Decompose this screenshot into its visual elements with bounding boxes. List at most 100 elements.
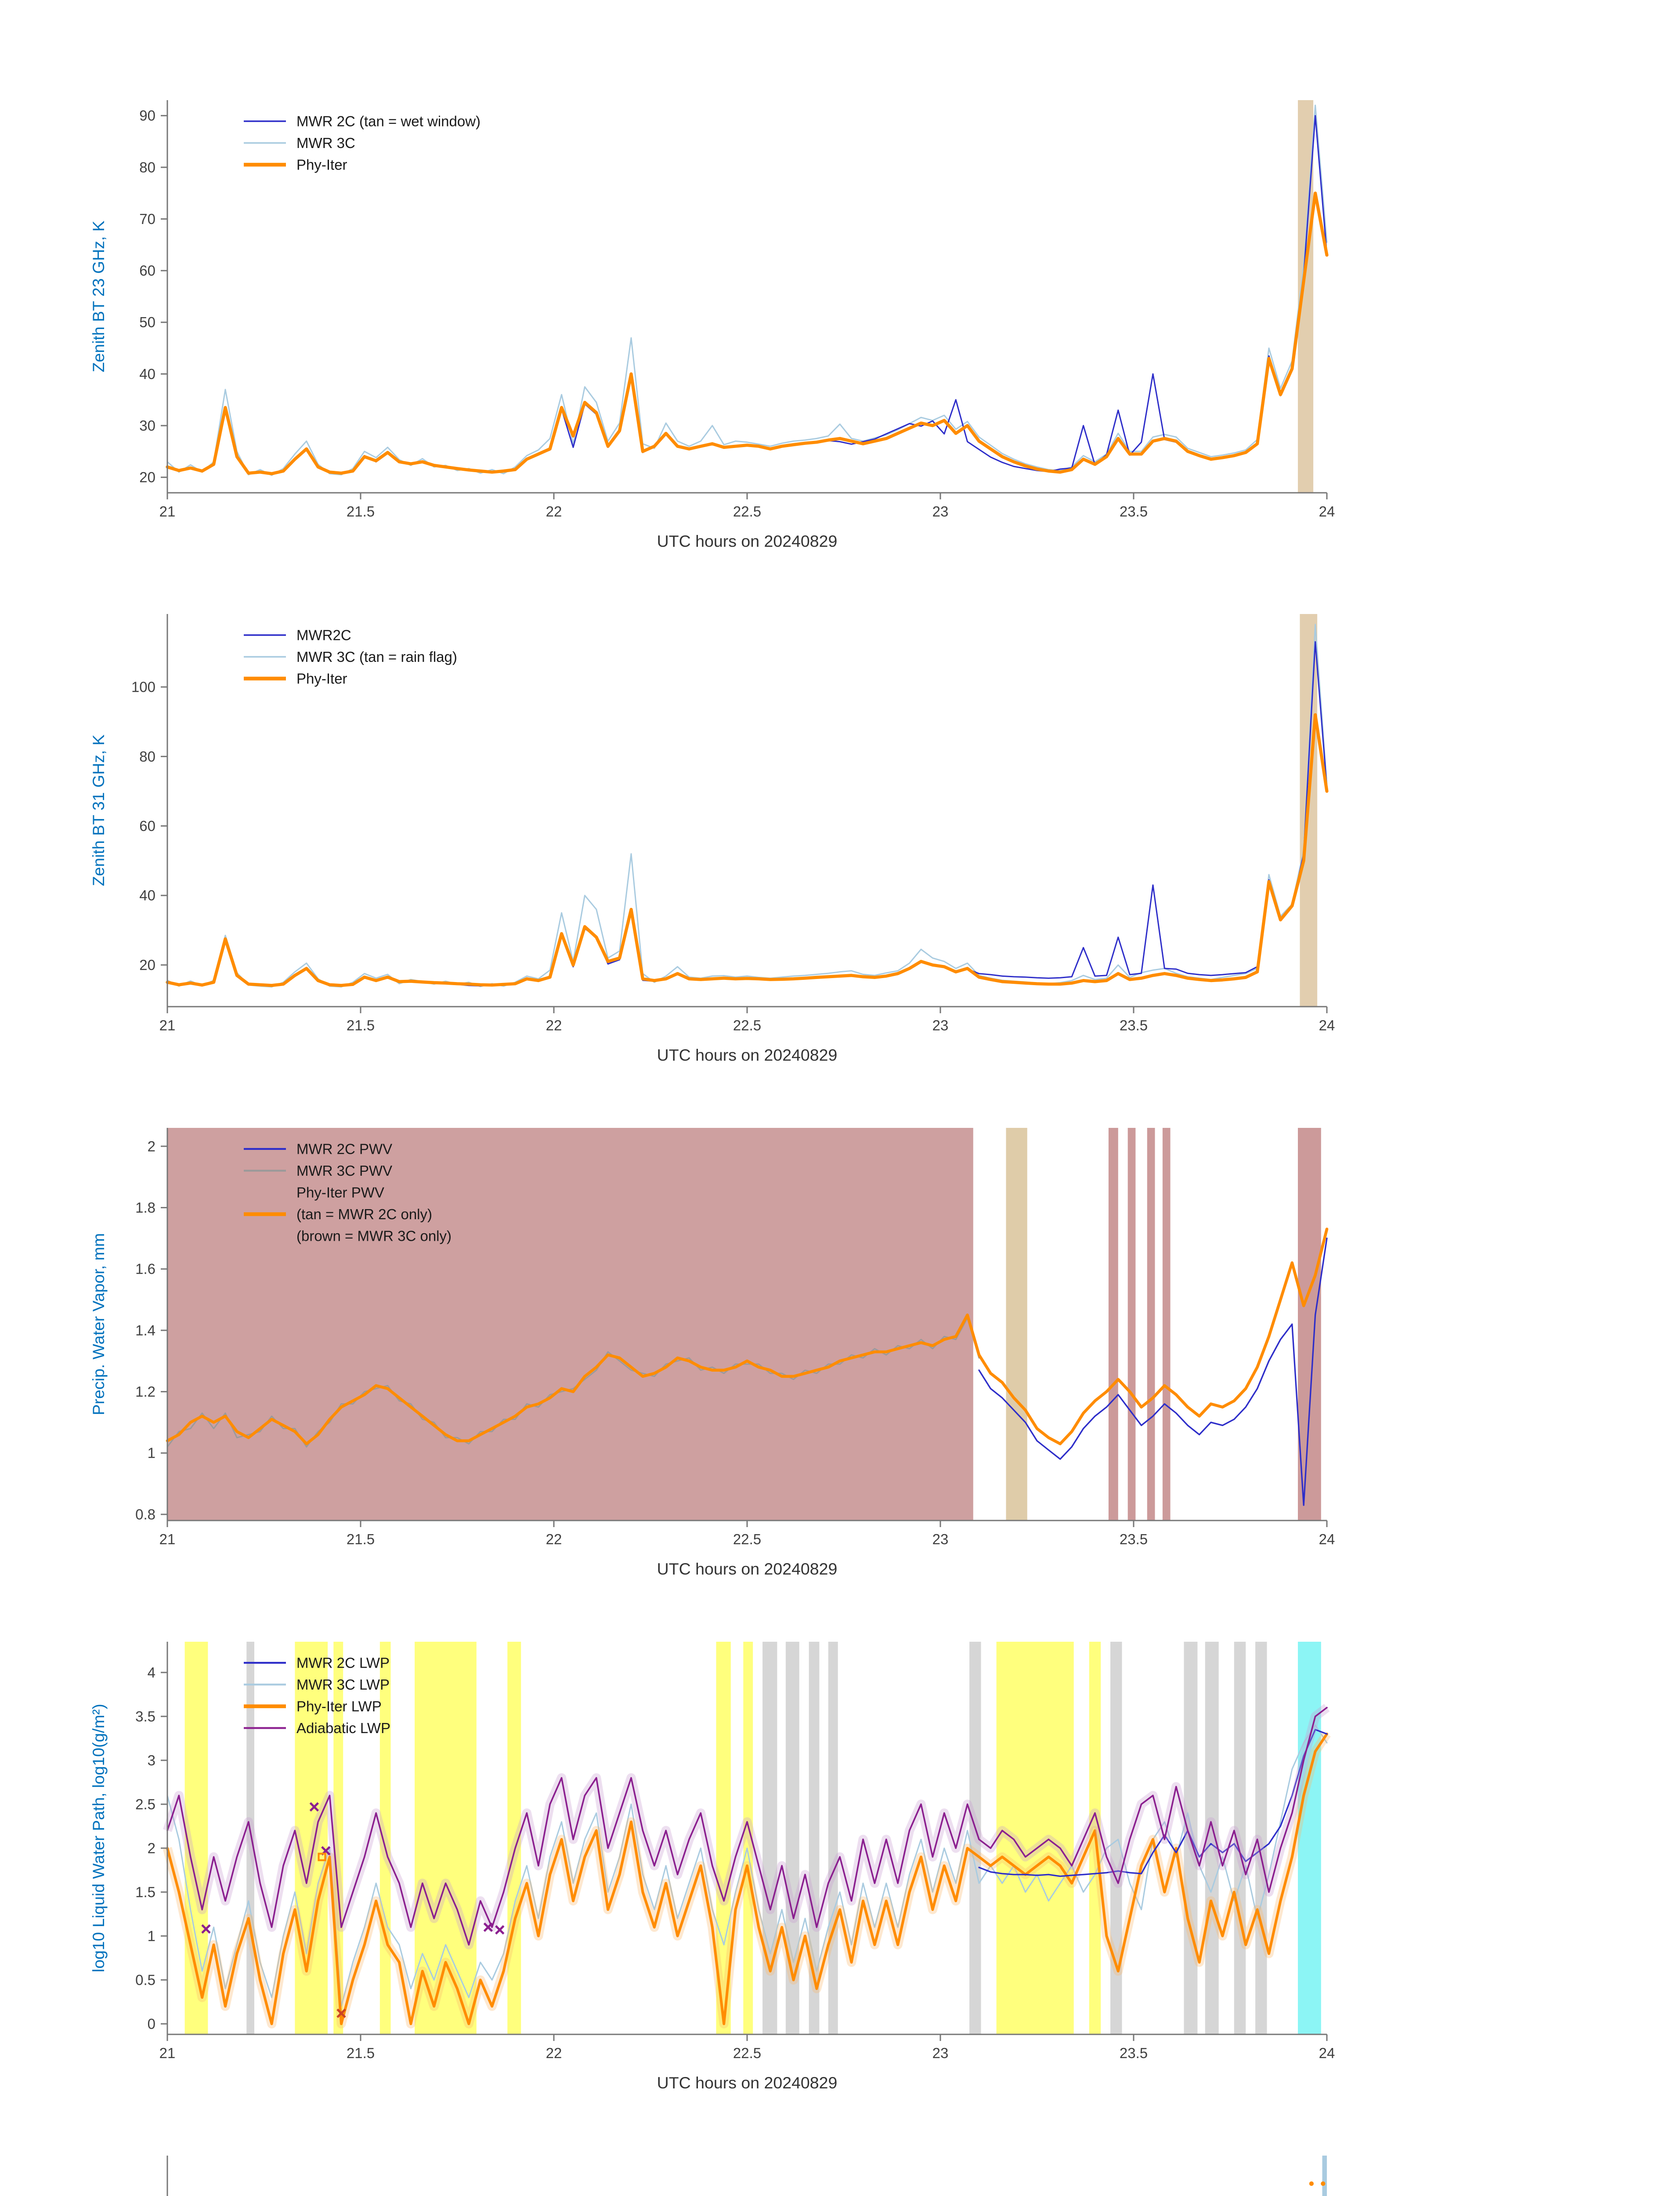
adiabatic-line: [166, 1707, 1328, 1946]
legend-label: MWR 3C PWV: [296, 1163, 392, 1179]
y-tick-label: 40: [139, 366, 155, 382]
x-tick-label: 21.5: [347, 503, 375, 520]
x-tick-label: 22: [546, 503, 562, 520]
x-tick-label: 21: [159, 1017, 176, 1033]
y-tick-label: 90: [139, 108, 155, 124]
x-tick-label: 23.5: [1120, 1531, 1148, 1547]
y-tick-label: 1.5: [135, 1884, 155, 1900]
x-tick-label: 22: [546, 1017, 562, 1033]
x-axis-label: UTC hours on 20240829: [657, 2073, 838, 2092]
legend-label: MWR 2C (tan = wet window): [296, 113, 481, 129]
marker-x: [336, 2008, 346, 2018]
x-tick-label: 23: [932, 1531, 949, 1547]
y-tick-label: 70: [139, 211, 155, 227]
y-tick-label: 20: [139, 469, 155, 485]
x-tick-label: 24: [1319, 2045, 1335, 2061]
y-tick-label: 100: [131, 679, 155, 695]
highlight-band: [1108, 1128, 1118, 1521]
x-tick-label: 23: [932, 2045, 949, 2061]
chart-liquid-water-path: 21 21.5 22 22.5 23 23.5 24 0 0.5 1 1.5 2 2.5 3 3.5 4 UTC…: [0, 1607, 1680, 2121]
highlight-band: [1110, 1642, 1122, 2034]
highlight-band: [1127, 1128, 1136, 1521]
y-tick-label: 0.8: [135, 1506, 155, 1522]
chart-zenith-bt-23ghz: 21 21.5 22 22.5 23 23.5 24 20 30 40 50 60 70 80 90 UTC …: [0, 66, 1680, 580]
legend-label: MWR 3C (tan = rain flag): [296, 649, 457, 665]
marker-x: [201, 1924, 211, 1934]
mwr-2c-line: [978, 1237, 1328, 1506]
x-tick-label: 24: [1319, 1017, 1335, 1033]
y-tick-label: 3: [148, 1752, 155, 1768]
y-tick-label: 20: [139, 957, 155, 973]
mwr-2c-line: [978, 1729, 1328, 1877]
legend-label: MWR 2C PWV: [296, 1141, 392, 1157]
x-tick-label: 21: [159, 503, 176, 520]
chart-precip-water-vapor-svg: 21 21.5 22 22.5 23 23.5 24 0.8 1 1.2 1.4 1.6 1.8 2 UTC…: [89, 1128, 1335, 1578]
highlight-band: [1147, 1128, 1155, 1521]
x-tick-label: 21.5: [347, 1017, 375, 1033]
y-tick-label: 1: [148, 1928, 155, 1944]
mwr-2c-line: [166, 641, 1328, 987]
legend-label: (tan = MWR 2C only): [296, 1206, 432, 1222]
highlight-band: [996, 1642, 1074, 2034]
y-axis-label: Zenith BT 23 GHz, K: [89, 220, 108, 372]
y-tick-label: 30: [139, 417, 155, 433]
y-tick-label: 50: [139, 314, 155, 330]
y-axis-label: log10 Liquid Water Path, log10(g/m²): [89, 1704, 108, 1972]
y-tick-label: 1: [148, 1445, 155, 1461]
legend-label: Phy-Iter PWV: [296, 1184, 384, 1200]
x-tick-label: 23: [932, 503, 949, 520]
highlight-band: [809, 1642, 820, 2034]
x-tick-label: 23: [932, 1017, 949, 1033]
mwr-3c-line: [166, 1724, 1328, 2007]
legend-label: (brown = MWR 3C only): [296, 1228, 452, 1244]
y-tick-label: 1.2: [135, 1383, 155, 1400]
highlight-band: [828, 1642, 838, 2034]
y-tick-label: 4: [148, 1664, 155, 1680]
x-tick-label: 21: [159, 2045, 176, 2061]
x-axis-label: UTC hours on 20240829: [657, 1560, 838, 1578]
x-tick-label: 22: [546, 1531, 562, 1547]
y-axis-label: Precip. Water Vapor, mm: [89, 1233, 108, 1416]
legend-label: Phy-Iter: [296, 156, 347, 173]
y-tick-label: 1.8: [135, 1199, 155, 1216]
chart-zenith-bt-31ghz-svg: 21 21.5 22 22.5 23 23.5 24 20 40 60 80 100 UTC hours…: [89, 614, 1335, 1064]
x-tick-label: 22.5: [733, 2045, 761, 2061]
x-tick-label: 22.5: [733, 503, 761, 520]
highlight-band: [1322, 2156, 1327, 2196]
y-axis-label: Zenith BT 31 GHz, K: [89, 734, 108, 886]
highlight-band: [743, 1642, 753, 2034]
legend-label: Phy-Iter: [296, 670, 347, 686]
marker-x: [495, 1925, 505, 1935]
x-axis-label: UTC hours on 20240829: [657, 532, 838, 550]
x-tick-label: 21.5: [347, 2045, 375, 2061]
phy-iter-line: [166, 191, 1329, 476]
y-tick-label: 60: [139, 263, 155, 279]
y-tick-label: 80: [139, 748, 155, 765]
y-tick-label: 2: [148, 1840, 155, 1856]
y-tick-label: 0.5: [135, 1972, 155, 1988]
y-tick-label: 0: [148, 2015, 155, 2032]
chart-zenith-bt-23ghz-svg: 21 21.5 22 22.5 23 23.5 24 20 30 40 50 60 70 80 90 UTC …: [89, 100, 1335, 550]
x-axis-label: UTC hours on 20240829: [657, 1046, 838, 1064]
legend-label: Adiabatic LWP: [296, 1720, 390, 1736]
highlight-band: [1298, 1642, 1321, 2034]
marker-square: [318, 1853, 326, 1861]
highlight-band: [379, 1642, 391, 2034]
chart-liquid-water-path-svg: 21 21.5 22 22.5 23 23.5 2400.511.522.533.54UTC…: [89, 1642, 1335, 2092]
x-tick-label: 22.5: [733, 1017, 761, 1033]
phy-iter-line: [166, 1228, 1329, 1445]
highlight-band: [167, 1128, 973, 1521]
legend-label: Phy-Iter LWP: [296, 1698, 382, 1714]
x-tick-label: 23.5: [1120, 2045, 1148, 2061]
y-tick-label: 2.5: [135, 1796, 155, 1812]
chart-precip-water-vapor: 21 21.5 22 22.5 23 23.5 24 0.8 1 1.2 1.4 1.6 1.8 2 UTC…: [0, 1094, 1680, 1607]
y-tick-label: 80: [139, 159, 155, 175]
y-tick-label: 3.5: [135, 1708, 155, 1724]
x-tick-label: 21: [159, 1531, 176, 1547]
chart-zenith-bt-31ghz: 21 21.5 22 22.5 23 23.5 24 20 40 60 80 100 UTC hours…: [0, 580, 1680, 1094]
legend-label: MWR 2C LWP: [296, 1654, 390, 1671]
phy-iter-line: [166, 1733, 1328, 2025]
